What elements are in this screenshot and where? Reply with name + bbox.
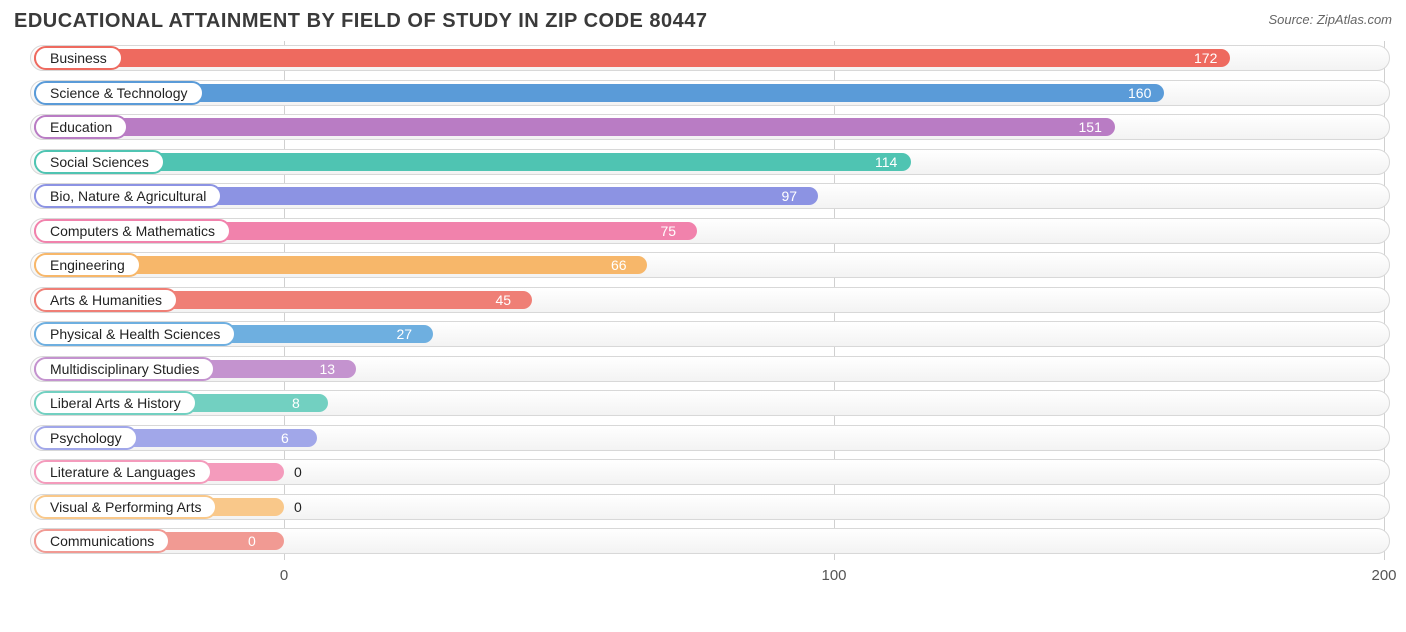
bar-value: 13: [320, 361, 336, 377]
chart-header: EDUCATIONAL ATTAINMENT BY FIELD OF STUDY…: [14, 10, 1392, 33]
bar-row: Social Sciences 114: [14, 145, 1392, 180]
bar-fill: [34, 153, 911, 171]
category-pill: Education: [34, 115, 128, 139]
category-pill: Computers & Mathematics: [34, 219, 231, 243]
bar-value: 27: [397, 326, 413, 342]
x-tick-label: 0: [280, 567, 288, 584]
bar-row: Communications 0: [14, 524, 1392, 559]
bar-row: Bio, Nature & Agricultural 97: [14, 179, 1392, 214]
bar-value: 97: [782, 188, 798, 204]
bar-row: Liberal Arts & History 8: [14, 386, 1392, 421]
chart-area: Business 172 Science & Technology 160 Educat…: [14, 41, 1392, 596]
x-tick-label: 100: [821, 567, 846, 584]
category-pill: Literature & Languages: [34, 460, 212, 484]
bar-value: 114: [875, 154, 897, 170]
bar-row: Psychology 6: [14, 421, 1392, 456]
bar-row: Engineering 66: [14, 248, 1392, 283]
category-pill: Visual & Performing Arts: [34, 495, 217, 519]
chart-source: Source: ZipAtlas.com: [1268, 12, 1392, 27]
bar-fill: [34, 118, 1115, 136]
category-pill: Social Sciences: [34, 150, 165, 174]
bar-row: Computers & Mathematics 75: [14, 214, 1392, 249]
x-axis: 0100200: [14, 563, 1392, 591]
bar-row: Physical & Health Sciences 27: [14, 317, 1392, 352]
bar-row: Business 172: [14, 41, 1392, 76]
category-pill: Liberal Arts & History: [34, 391, 197, 415]
bar-value: 75: [661, 223, 677, 239]
bar-value: 160: [1128, 85, 1151, 101]
bar-value: 0: [294, 464, 302, 480]
bar-value: 0: [294, 499, 302, 515]
category-pill: Physical & Health Sciences: [34, 322, 236, 346]
bar-value: 8: [292, 395, 300, 411]
bar-row: Education 151: [14, 110, 1392, 145]
bar-row: Arts & Humanities 45: [14, 283, 1392, 318]
category-pill: Engineering: [34, 253, 141, 277]
bar-row: Visual & Performing Arts 0: [14, 490, 1392, 525]
bar-row: Literature & Languages 0: [14, 455, 1392, 490]
category-pill: Communications: [34, 529, 170, 553]
bar-row: Science & Technology 160: [14, 76, 1392, 111]
bar-value: 6: [281, 430, 289, 446]
category-pill: Multidisciplinary Studies: [34, 357, 215, 381]
bar-value: 0: [248, 533, 256, 549]
bar-fill: [34, 49, 1230, 67]
bar-rows: Business 172 Science & Technology 160 Educat…: [14, 41, 1392, 559]
bar-row: Multidisciplinary Studies 13: [14, 352, 1392, 387]
bar-value: 172: [1194, 50, 1217, 66]
category-pill: Bio, Nature & Agricultural: [34, 184, 222, 208]
category-pill: Psychology: [34, 426, 138, 450]
bar-value: 151: [1079, 119, 1102, 135]
x-tick-label: 200: [1371, 567, 1396, 584]
bar-fill: [34, 84, 1164, 102]
category-pill: Business: [34, 46, 123, 70]
category-pill: Science & Technology: [34, 81, 204, 105]
chart-title: EDUCATIONAL ATTAINMENT BY FIELD OF STUDY…: [14, 10, 708, 33]
category-pill: Arts & Humanities: [34, 288, 178, 312]
bar-value: 66: [611, 257, 627, 273]
bar-value: 45: [496, 292, 512, 308]
